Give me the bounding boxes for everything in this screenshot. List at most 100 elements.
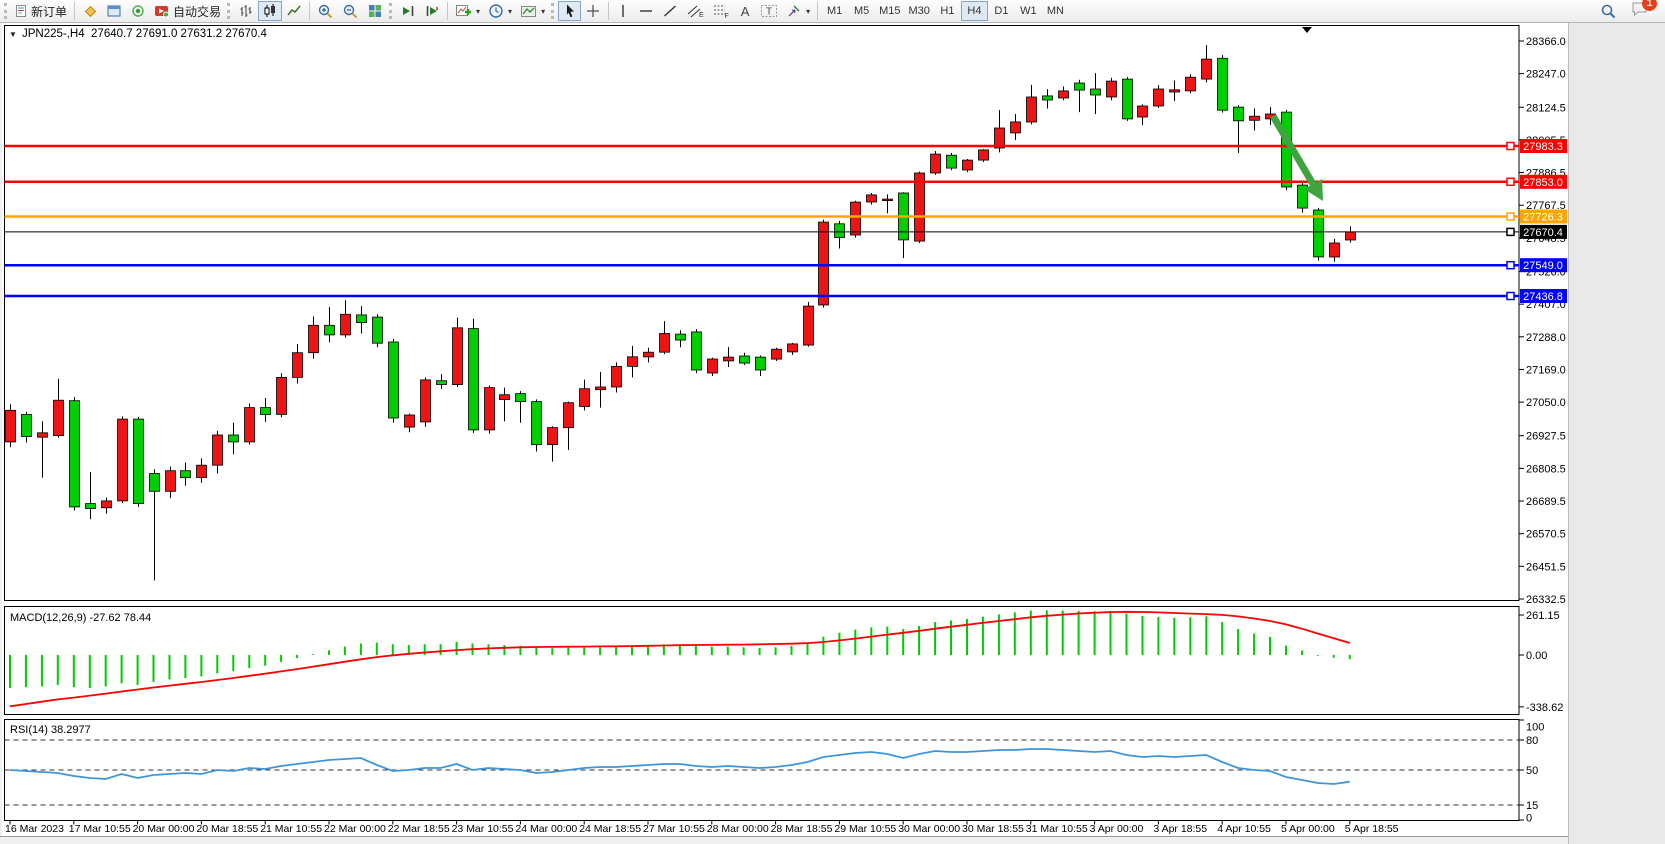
zoom-out-icon (343, 4, 358, 18)
svg-text:26570.5: 26570.5 (1526, 529, 1566, 541)
macd-panel[interactable] (4, 606, 1520, 715)
candle (755, 356, 766, 371)
terminal-icon (107, 5, 121, 17)
timeframe-button-d1[interactable]: D1 (988, 1, 1015, 21)
svg-text:27726.3: 27726.3 (1523, 212, 1563, 224)
notifications-button[interactable]: 1 (1631, 0, 1657, 22)
periods-button[interactable]: ▾ (484, 1, 516, 21)
line-chart-button[interactable] (282, 1, 306, 21)
trendline-button[interactable] (658, 1, 682, 21)
candle (1233, 106, 1244, 122)
templates-button[interactable]: ▾ (516, 1, 549, 21)
timeframe-button-h4[interactable]: H4 (960, 1, 988, 21)
rsi-label: RSI(14) 38.2977 (10, 724, 91, 736)
signals-button[interactable] (126, 1, 150, 21)
annotation-arrow[interactable] (1269, 114, 1323, 201)
channel-letter: E (699, 12, 704, 19)
candle (404, 414, 415, 428)
candle (212, 434, 223, 466)
svg-text:27767.5: 27767.5 (1526, 200, 1566, 212)
svg-text:21 Mar 10:55: 21 Mar 10:55 (260, 823, 322, 835)
fibonacci-button[interactable]: F (708, 1, 734, 21)
zoom-out-button[interactable] (338, 1, 363, 21)
svg-text:26332.5: 26332.5 (1526, 594, 1566, 606)
cursor-icon (566, 4, 575, 18)
candle (372, 316, 383, 344)
timeframe-button-m5[interactable]: M5 (848, 1, 875, 21)
order-group: 新订单 (11, 0, 71, 22)
timeframe-button-m30[interactable]: M30 (905, 1, 934, 21)
autotrade-icon (155, 6, 170, 18)
candle (882, 198, 893, 202)
terminal-button[interactable] (102, 1, 126, 21)
svg-text:28366.0: 28366.0 (1526, 36, 1566, 48)
svg-text:28 Mar 00:00: 28 Mar 00:00 (707, 823, 769, 835)
metaeditor-button[interactable] (78, 1, 102, 21)
auto-scroll-button[interactable] (396, 1, 420, 21)
svg-text:27 Mar 10:55: 27 Mar 10:55 (643, 823, 705, 835)
macd-signal-line (9, 610, 1351, 708)
horizontal-line-icon (640, 10, 653, 12)
autotrade-button[interactable]: 自动交易 (150, 1, 225, 21)
candle (324, 324, 335, 336)
new-order-button[interactable]: 新订单 (11, 1, 71, 21)
bar-chart-button[interactable] (234, 1, 258, 21)
timeframe-button-h1[interactable]: H1 (934, 1, 961, 21)
candle (1201, 58, 1212, 80)
svg-text:24 Mar 18:55: 24 Mar 18:55 (579, 823, 641, 835)
candle (133, 418, 144, 505)
arrows-button[interactable]: ▾ (782, 1, 814, 21)
candle (787, 343, 798, 353)
svg-text:3 Apr 18:55: 3 Apr 18:55 (1153, 823, 1207, 835)
candle (978, 149, 989, 161)
zoom-in-button[interactable] (313, 1, 338, 21)
svg-text:30 Mar 00:00: 30 Mar 00:00 (898, 823, 960, 835)
indicators-button[interactable]: ▾ (451, 1, 484, 21)
svg-text:29 Mar 10:55: 29 Mar 10:55 (834, 823, 896, 835)
main-price-panel[interactable] (4, 25, 1520, 601)
candle (1153, 88, 1164, 107)
candle (21, 414, 32, 437)
search-button[interactable] (1596, 1, 1621, 21)
toolbar-right-group: 1 (1596, 0, 1663, 22)
crosshair-button[interactable] (581, 1, 605, 21)
candle (834, 223, 845, 238)
candle (515, 393, 526, 403)
equidistant-channel-button[interactable]: E (682, 1, 708, 21)
svg-text:27853.0: 27853.0 (1523, 177, 1563, 189)
timeframe-button-w1[interactable]: W1 (1015, 1, 1042, 21)
time-axis[interactable]: 16 Mar 2023 17 Mar 10:55 20 Mar 00:00 20 Ma… (5, 820, 1399, 836)
svg-text:JPN225-,H4 27640.7 27691.0 27: JPN225-,H4 27640.7 27691.0 27631.2 27670… (22, 28, 267, 40)
text-button[interactable]: A (734, 1, 756, 21)
tile-windows-button[interactable] (363, 1, 387, 21)
timeframe-button-m15[interactable]: M15 (875, 1, 904, 21)
macd-axis[interactable]: 261.15 0.00 -338.62 (1519, 610, 1563, 714)
candle (1042, 95, 1053, 101)
svg-text:50: 50 (1526, 765, 1538, 777)
candle (308, 324, 319, 354)
shift-marker-icon[interactable] (1302, 27, 1312, 33)
signals-icon (132, 5, 144, 17)
text-label-button[interactable]: T (756, 1, 782, 21)
candle (499, 394, 510, 401)
timeframe-button-mn[interactable]: MN (1042, 1, 1069, 21)
svg-text:22 Mar 18:55: 22 Mar 18:55 (388, 823, 450, 835)
candlestick-chart-button[interactable] (258, 1, 283, 21)
svg-text:27169.0: 27169.0 (1526, 364, 1566, 376)
chart-shift-button[interactable] (420, 1, 444, 21)
candle (452, 327, 463, 385)
timeframe-button-m1[interactable]: M1 (821, 1, 848, 21)
text-icon: A (740, 3, 750, 19)
vertical-line-button[interactable] (612, 1, 634, 21)
horizontal-lines[interactable]: 27983.3 27853.0 27726.3 27670.4 27549.0 27436… (4, 139, 1568, 303)
svg-text:31 Mar 10:55: 31 Mar 10:55 (1026, 823, 1088, 835)
horizontal-line-button[interactable] (634, 1, 658, 21)
hline-handle (1506, 212, 1515, 221)
candle (1090, 88, 1101, 96)
cursor-group (558, 0, 605, 22)
svg-text:27670.4: 27670.4 (1523, 227, 1563, 239)
cursor-button[interactable] (558, 1, 582, 21)
candle (165, 470, 176, 492)
crosshair-icon (587, 5, 600, 17)
